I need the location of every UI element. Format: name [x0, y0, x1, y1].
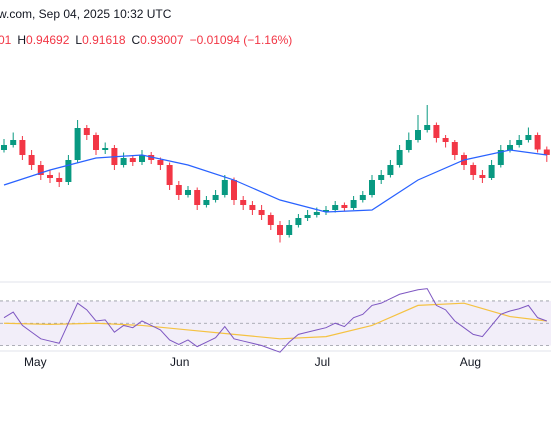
- x-tick-label: May: [24, 355, 47, 369]
- candle-body: [378, 175, 385, 180]
- candle-body: [1, 145, 7, 150]
- candle-body: [507, 145, 513, 150]
- candle-body: [341, 205, 348, 208]
- close-key: C: [132, 33, 141, 47]
- candle-body: [267, 215, 274, 225]
- candle-body: [405, 140, 412, 150]
- candle-body: [534, 135, 541, 150]
- price-ma: [3, 149, 547, 213]
- candle-body: [304, 215, 311, 218]
- open-value: 01: [0, 33, 12, 47]
- candle-body: [497, 150, 504, 165]
- candle-body: [258, 210, 265, 215]
- close-value: 0.93007: [140, 33, 184, 47]
- candle-body: [442, 138, 449, 142]
- candle-body: [249, 205, 256, 210]
- candle-body: [295, 218, 302, 225]
- candle-body: [313, 212, 320, 215]
- high-value: 0.94692: [26, 33, 70, 47]
- candle-body: [175, 185, 182, 195]
- rsi-line: [3, 288, 547, 353]
- candle-body: [231, 180, 237, 200]
- candle-body: [451, 142, 458, 155]
- candle-body: [194, 190, 201, 205]
- candle-body: [396, 150, 403, 165]
- candle-body: [74, 128, 81, 160]
- x-tick-label: Aug: [460, 355, 481, 369]
- candle-body: [157, 160, 164, 165]
- candle-body: [10, 140, 17, 145]
- candle-body: [415, 130, 421, 140]
- candle-body: [479, 175, 486, 178]
- candle-body: [37, 165, 44, 175]
- candle-body: [424, 125, 431, 130]
- candle-body: [286, 225, 293, 235]
- high-key: H: [17, 33, 26, 47]
- candle-body: [203, 200, 210, 205]
- candle-body: [369, 180, 375, 195]
- candle-body: [350, 200, 357, 208]
- candle-body: [65, 160, 72, 182]
- candle-body: [332, 205, 339, 210]
- candle-body: [525, 135, 532, 140]
- candle-body: [433, 125, 440, 138]
- candle-body: [543, 149, 550, 155]
- candle-body: [166, 165, 173, 185]
- candle-body: [102, 148, 109, 150]
- candle-body: [83, 128, 90, 135]
- low-value: 0.91618: [82, 33, 126, 47]
- candle-body: [19, 140, 26, 155]
- candle-body: [93, 135, 99, 150]
- candle-body: [47, 175, 53, 178]
- candle-body: [387, 165, 394, 175]
- candle-body: [221, 180, 228, 195]
- candle-body: [277, 225, 283, 235]
- candle-body: [212, 195, 219, 200]
- low-key: L: [75, 33, 82, 47]
- header-ohlc: 01 H0.94692 L0.91618 C0.93007 −0.01094 (−1.1…: [0, 33, 292, 47]
- candle-body: [470, 165, 477, 175]
- candle-body: [28, 155, 35, 165]
- header-source: w.com, Sep 04, 2025 10:32 UTC: [0, 7, 172, 21]
- rsi-ma: [3, 302, 547, 340]
- candle-body: [129, 158, 136, 162]
- candle-body: [359, 195, 366, 200]
- candle-body: [56, 178, 63, 182]
- candle-body: [323, 210, 329, 212]
- candle-body: [240, 200, 247, 205]
- candle-body: [516, 140, 523, 145]
- x-tick-label: Jun: [170, 355, 189, 369]
- x-tick-label: Jul: [315, 355, 330, 369]
- change-value: −0.01094 (−1.16%): [190, 33, 293, 47]
- candle-body: [488, 165, 495, 178]
- candle-body: [139, 155, 145, 162]
- candle-body: [185, 190, 191, 195]
- candle-body: [120, 158, 127, 165]
